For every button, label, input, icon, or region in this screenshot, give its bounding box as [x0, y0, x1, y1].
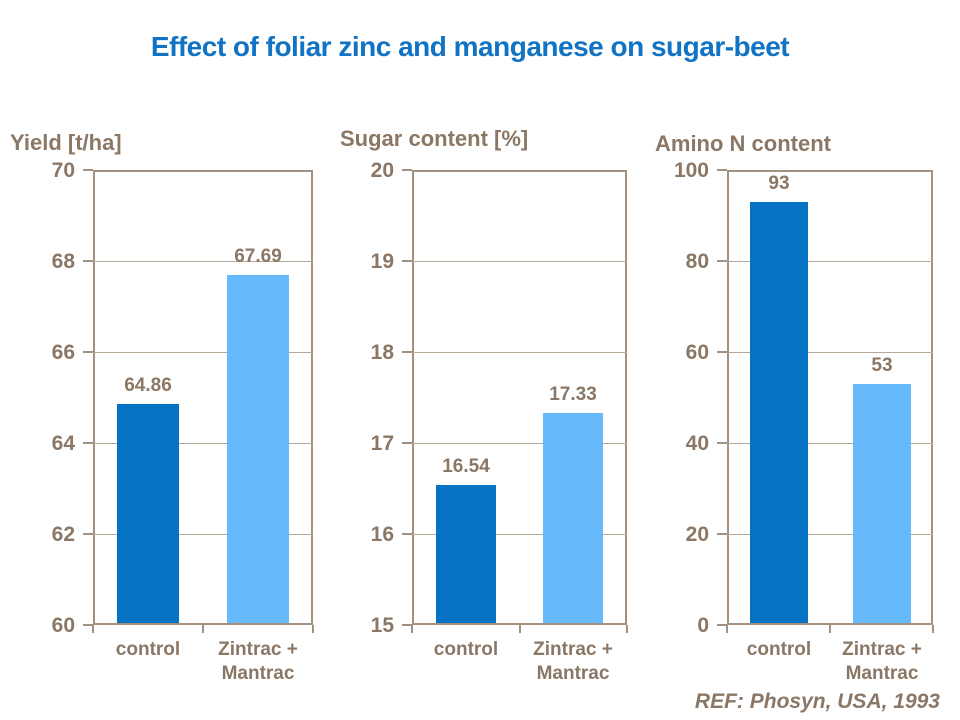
- x-axis-tick: [932, 625, 934, 633]
- y-axis-tick: [402, 533, 412, 535]
- y-axis-tick: [717, 533, 727, 535]
- y-gridline: [727, 534, 933, 535]
- bar-value-label: 53: [871, 355, 893, 376]
- bar-value-label: 93: [768, 173, 790, 194]
- y-axis-label: 70: [51, 159, 75, 182]
- x-axis-tick: [519, 625, 521, 633]
- y-axis-tick: [717, 169, 727, 171]
- y-axis-label: 68: [51, 250, 75, 273]
- y-axis-label: 66: [51, 341, 75, 364]
- y-gridline: [412, 534, 627, 535]
- y-gridline: [727, 352, 933, 353]
- y-axis-tick: [717, 442, 727, 444]
- bar-control: [750, 202, 808, 623]
- y-axis-tick: [402, 351, 412, 353]
- category-label: control: [115, 639, 181, 660]
- x-axis-tick: [411, 625, 413, 633]
- y-axis-tick: [83, 169, 93, 171]
- y-gridline: [412, 443, 627, 444]
- reference-text: REF: Phosyn, USA, 1993: [694, 690, 940, 713]
- y-axis-tick: [83, 351, 93, 353]
- y-axis-tick: [402, 260, 412, 262]
- y-gridline: [412, 261, 627, 262]
- x-axis-tick: [92, 625, 94, 633]
- y-axis-label: 20: [685, 523, 709, 546]
- chart-title: Amino N content: [655, 131, 831, 156]
- y-gridline: [93, 534, 313, 535]
- y-axis-tick: [717, 260, 727, 262]
- y-gridline: [727, 261, 933, 262]
- y-gridline: [93, 443, 313, 444]
- category-label: Zintrac + Mantrac: [218, 639, 298, 684]
- bar-zintrac-mantrac: [227, 275, 289, 623]
- page-title: Effect of foliar zinc and manganese on s…: [150, 31, 790, 62]
- y-axis-tick: [402, 442, 412, 444]
- bar-value-label: 64.86: [124, 375, 172, 396]
- y-gridline: [93, 261, 313, 262]
- y-axis-label: 80: [685, 250, 709, 273]
- bar-value-label: 67.69: [234, 246, 282, 267]
- category-label: Zintrac + Mantrac: [533, 639, 613, 684]
- y-axis-tick: [83, 624, 93, 626]
- category-label: control: [746, 639, 812, 660]
- y-axis-tick: [83, 533, 93, 535]
- x-axis-tick: [202, 625, 204, 633]
- y-gridline: [412, 352, 627, 353]
- category-label: Zintrac + Mantrac: [842, 639, 922, 684]
- bar-zintrac-mantrac: [543, 413, 603, 623]
- y-gridline: [93, 352, 313, 353]
- y-axis-label: 60: [685, 341, 709, 364]
- chart-title: Sugar content [%]: [340, 126, 529, 151]
- y-axis-tick: [402, 624, 412, 626]
- bar-zintrac-mantrac: [853, 384, 911, 623]
- y-axis-tick: [717, 351, 727, 353]
- bar-value-label: 17.33: [549, 384, 597, 405]
- y-axis-tick: [402, 169, 412, 171]
- y-gridline: [727, 443, 933, 444]
- y-axis-label: 18: [370, 341, 394, 364]
- y-axis-label: 62: [51, 523, 75, 546]
- y-axis-label: 20: [370, 159, 394, 182]
- y-axis-label: 100: [673, 159, 709, 182]
- y-axis-tick: [717, 624, 727, 626]
- x-axis-tick: [312, 625, 314, 633]
- y-axis-label: 16: [370, 523, 394, 546]
- x-axis-tick: [726, 625, 728, 633]
- y-axis-label: 0: [697, 614, 709, 637]
- bar-control: [117, 404, 179, 623]
- x-axis-tick: [626, 625, 628, 633]
- bar-control: [436, 485, 496, 623]
- y-axis-label: 40: [685, 432, 709, 455]
- category-label: control: [433, 639, 499, 660]
- x-axis-tick: [829, 625, 831, 633]
- y-axis-label: 60: [51, 614, 75, 637]
- y-axis-label: 19: [370, 250, 394, 273]
- y-axis-tick: [83, 260, 93, 262]
- y-axis-label: 17: [370, 432, 394, 455]
- chart-title: Yield [t/ha]: [10, 130, 122, 155]
- bar-value-label: 16.54: [442, 456, 490, 477]
- y-axis-label: 15: [370, 614, 394, 637]
- y-axis-tick: [83, 442, 93, 444]
- y-axis-label: 64: [51, 432, 75, 455]
